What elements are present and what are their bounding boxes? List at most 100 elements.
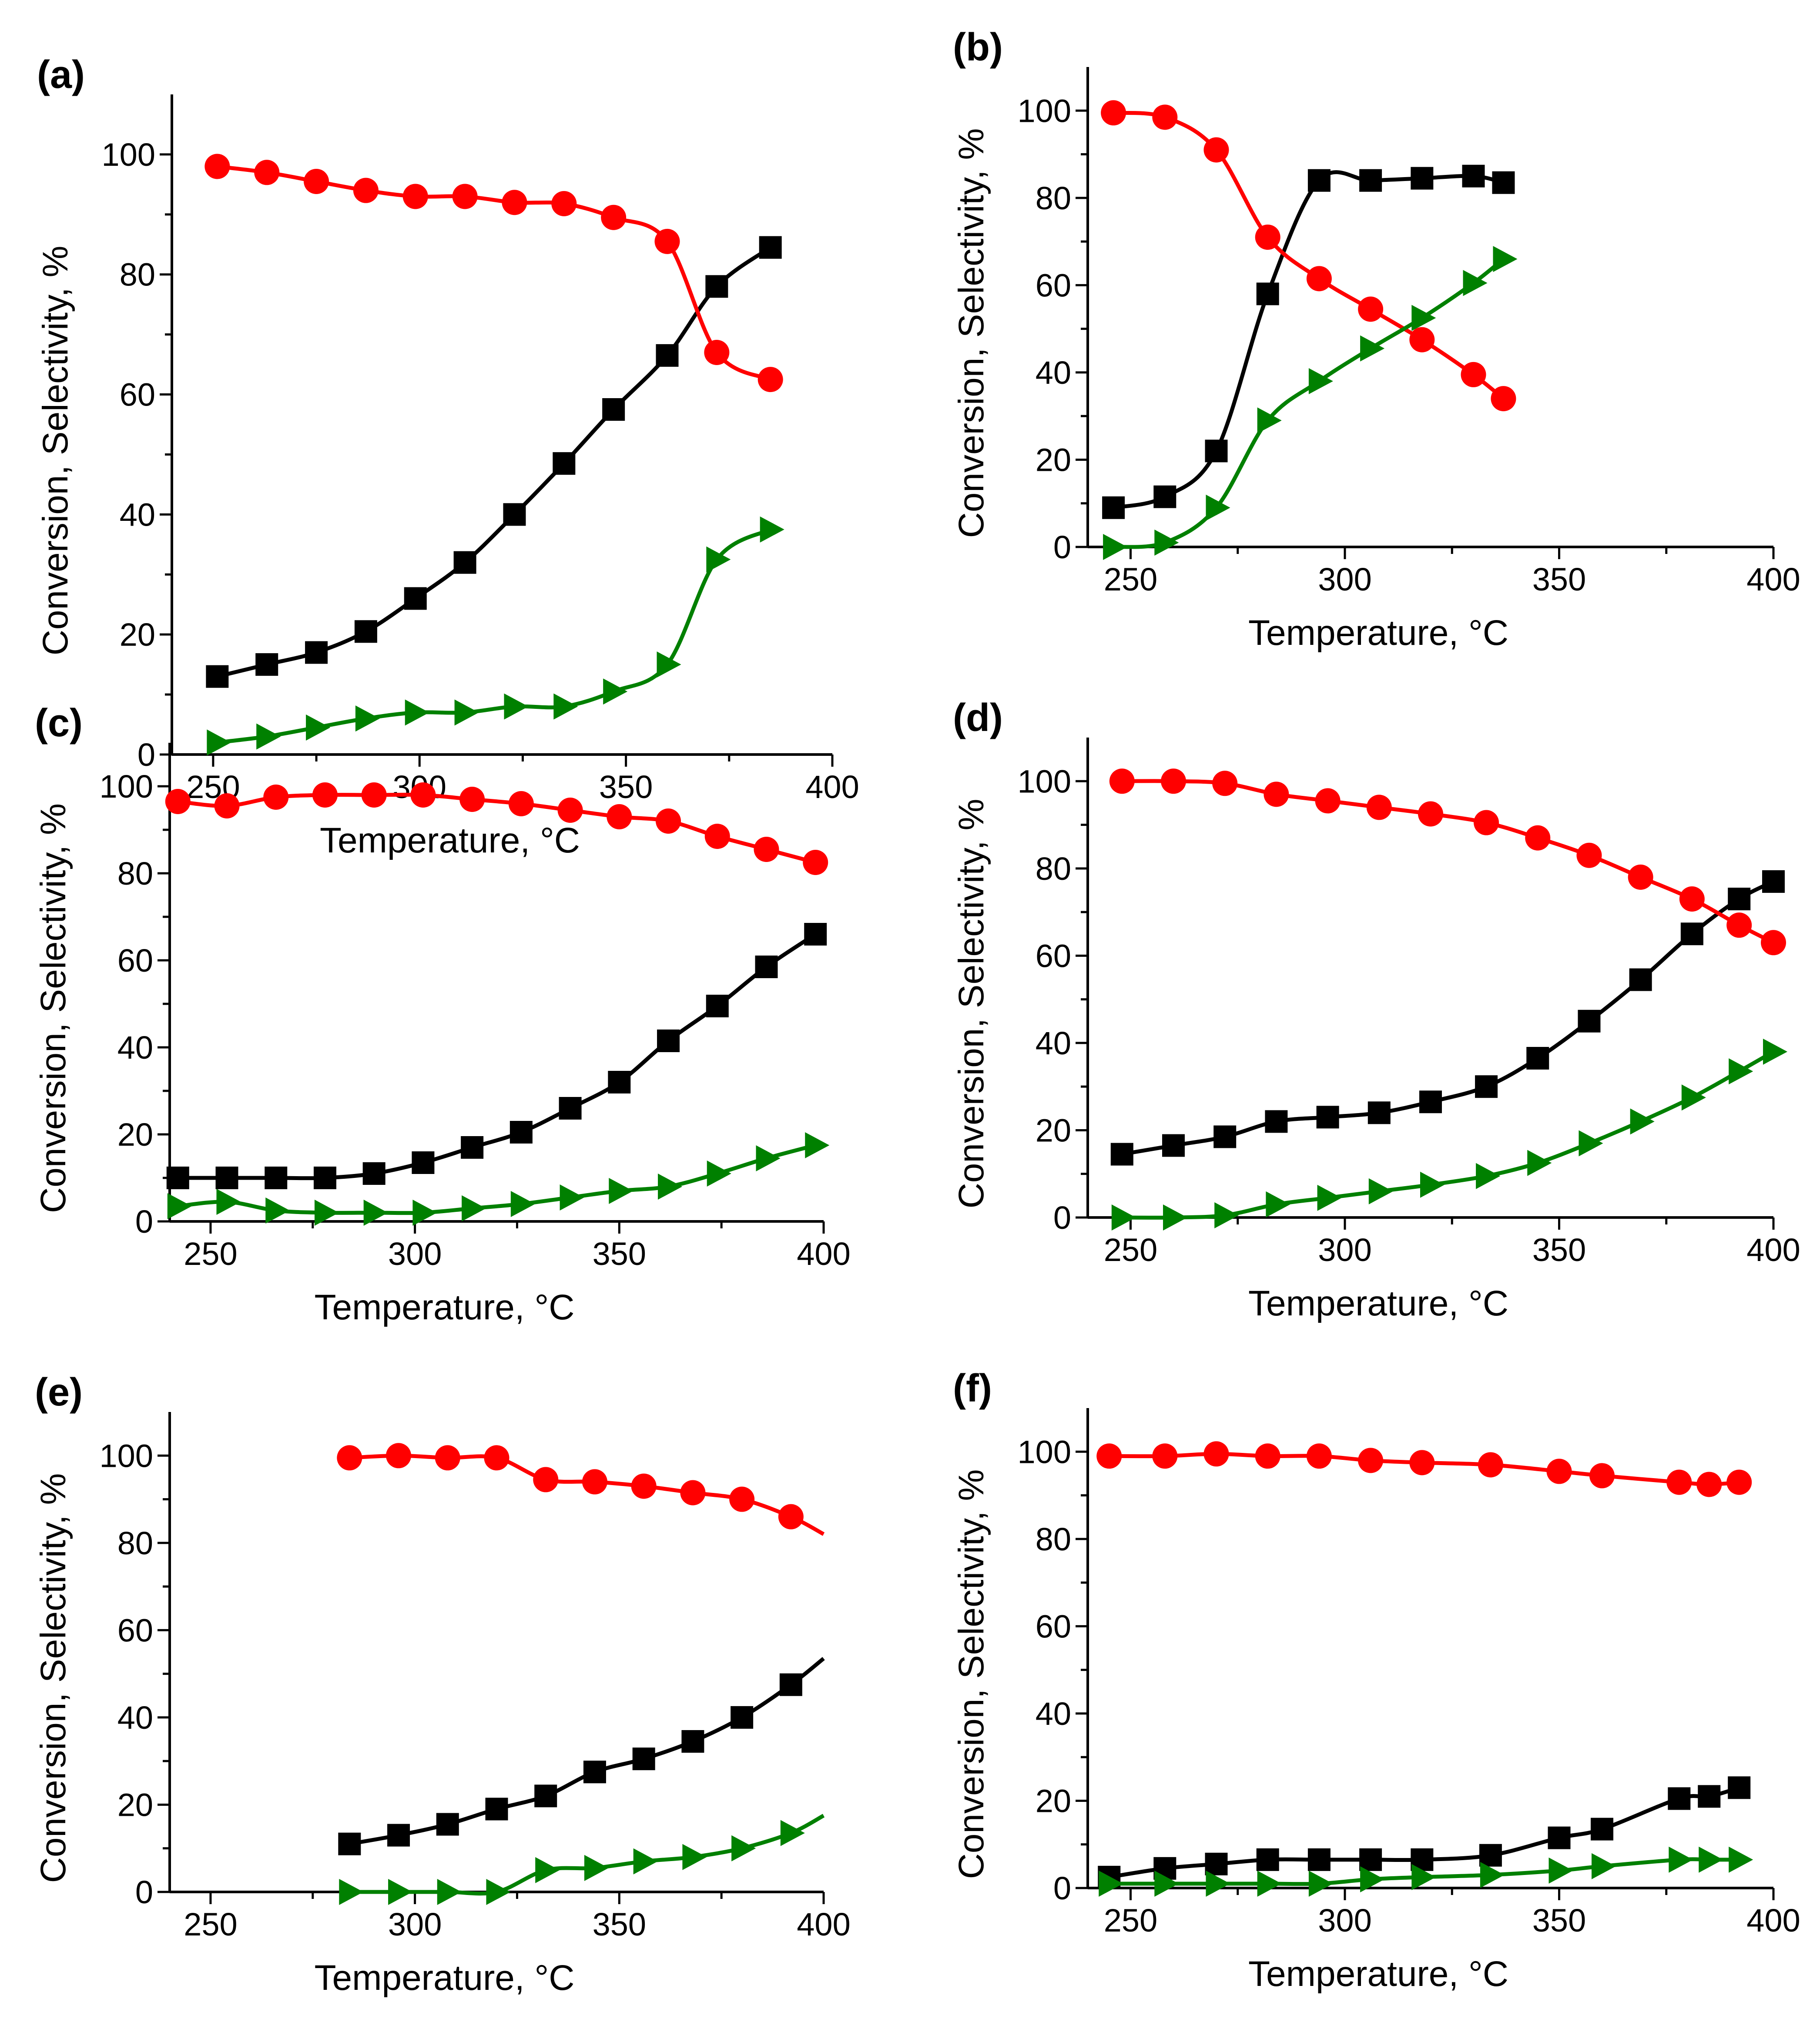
data-point-square [305,641,328,664]
x-tick-label: 400 [805,769,859,805]
data-point-square [354,620,377,643]
x-axis-title: Temperature, °C [1248,613,1508,653]
x-tick-label: 350 [1532,561,1586,597]
data-point-square [166,1167,189,1189]
series-line-third [1113,257,1505,549]
x-tick-label: 400 [1746,561,1800,597]
chart-panel-d: 250 300 350 400 0 20 40 60 80 100 Temperature, °C C… [952,696,1800,1323]
data-point-triangle [216,1189,241,1215]
x-tick-label: 300 [1318,1902,1371,1939]
data-point-circle [1726,912,1752,938]
y-tick-label: 60 [1036,938,1071,974]
data-point-square [436,1813,459,1836]
data-point-circle [704,340,730,366]
series-third [167,1132,830,1226]
chart-panel-c: 250 300 350 400 0 20 40 60 80 100 Temperature, °C C… [34,701,851,1327]
data-point-square [1591,1818,1613,1841]
data-point-triangle [504,693,529,720]
data-point-circle [680,1480,706,1506]
data-point-triangle [560,1184,584,1211]
data-point-circle [778,1504,804,1529]
data-point-square [215,1167,238,1189]
data-point-circle [1546,1459,1572,1484]
y-tick-label: 20 [1036,442,1071,478]
data-point-triangle [1463,270,1488,296]
data-point-circle [312,782,338,808]
data-point-square [265,1167,288,1189]
data-point-square [608,1071,631,1093]
y-tick-label: 0 [1053,1870,1071,1906]
data-point-square [681,1730,704,1753]
series-line-selectivity [1122,779,1775,945]
y-tick-label: 60 [120,377,155,413]
y-tick-label: 100 [100,768,153,805]
y-tick-label: 20 [1036,1112,1071,1148]
data-point-circle [1696,1472,1722,1497]
data-point-triangle [486,1879,511,1905]
data-point-triangle [1669,1846,1693,1873]
data-point-triangle [306,714,331,741]
data-point-circle [803,850,828,875]
data-point-circle [402,184,428,209]
series-line-conversion [1122,879,1775,1157]
panel-label: (d) [953,696,1003,740]
data-point-triangle [339,1879,364,1905]
data-point-circle [1152,1443,1178,1469]
y-tick-label: 100 [100,1438,153,1474]
data-point-square [779,1673,802,1696]
data-point-triangle [314,1200,339,1226]
data-point-square [1359,169,1382,192]
x-tick-label: 350 [1532,1902,1586,1939]
data-point-square [632,1747,655,1771]
data-point-square [503,503,526,526]
y-tick-label: 100 [102,137,155,173]
data-point-square [313,1167,336,1189]
data-point-square [657,1030,680,1052]
data-point-triangle [1476,1163,1501,1189]
data-point-triangle [1729,1846,1753,1873]
data-point-circle [1418,801,1443,827]
y-tick-label: 80 [120,257,155,293]
y-tick-label: 20 [117,1117,153,1153]
data-point-square [755,956,778,978]
data-point-triangle [462,1195,486,1221]
series-conversion [1098,1776,1751,1888]
series-third [1111,1038,1787,1231]
data-point-circle [508,791,534,816]
data-point-triangle [207,729,231,756]
data-point-square [1548,1826,1571,1849]
series-selectivity [337,1443,825,1536]
data-point-circle [1358,1448,1384,1473]
panel-label: (b) [953,26,1003,69]
data-point-circle [1461,362,1486,387]
y-tick-label: 60 [117,1612,153,1648]
data-point-circle [361,782,387,808]
x-tick-label: 400 [797,1906,850,1942]
data-point-square [1462,164,1485,188]
data-point-square [705,275,728,298]
x-tick-label: 400 [1746,1232,1800,1268]
data-point-triangle [603,678,628,705]
data-point-circle [757,367,783,392]
data-point-circle [410,782,436,808]
data-point-circle [1358,296,1384,322]
x-tick-label: 250 [1104,1902,1157,1939]
data-point-circle [1576,842,1602,868]
data-point-triangle [658,1174,683,1200]
data-point-circle [631,1473,657,1499]
data-point-square [1162,1134,1185,1157]
series-third [339,1814,825,1905]
series-line-third [349,1814,825,1896]
y-tick-label: 0 [135,1874,153,1910]
y-axis-title: Conversion, Selectivity, % [952,1469,991,1879]
data-point-circle [1726,1469,1752,1495]
data-point-triangle [1266,1191,1290,1217]
data-point-triangle [1411,1864,1436,1890]
y-tick-label: 80 [1036,1521,1071,1557]
series-conversion [206,236,782,688]
data-point-circle [1255,225,1280,250]
y-tick-label: 40 [117,1030,153,1066]
series-conversion [1102,164,1515,519]
y-tick-label: 100 [1018,1434,1071,1470]
